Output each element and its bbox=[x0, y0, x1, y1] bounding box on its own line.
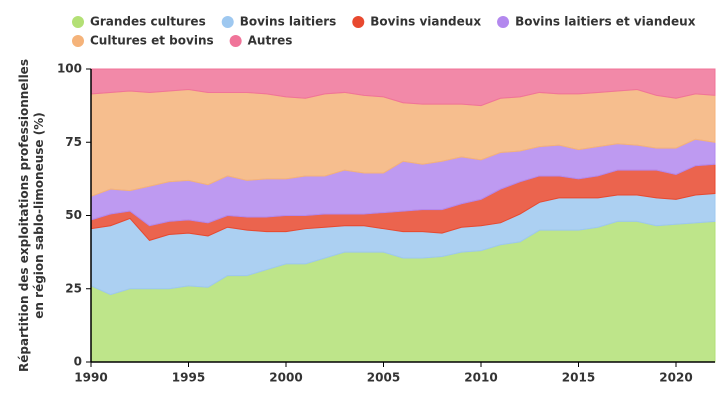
x-tick-label: 2020 bbox=[659, 371, 692, 385]
legend-marker bbox=[497, 16, 510, 28]
legend-marker bbox=[72, 35, 84, 47]
y-tick-label: 0 bbox=[74, 355, 82, 369]
legend-label: Bovins laitiers bbox=[240, 15, 337, 29]
legend-label: Bovins laitiers et viandeux bbox=[515, 15, 696, 29]
legend-label: Autres bbox=[248, 34, 293, 48]
legend-marker bbox=[72, 16, 84, 28]
y-tick-label: 100 bbox=[57, 62, 82, 76]
y-axis-label-line: en région sablo-limoneuse (%) bbox=[32, 112, 46, 318]
x-tick-label: 2005 bbox=[367, 371, 400, 385]
y-axis-label: Répartition des exploitations profession… bbox=[17, 59, 46, 372]
x-tick-label: 2010 bbox=[464, 371, 497, 385]
legend-label: Bovins viandeux bbox=[370, 15, 481, 29]
x-tick-label: 2000 bbox=[269, 371, 302, 385]
x-tick-label: 1995 bbox=[172, 371, 205, 385]
y-tick-label: 75 bbox=[65, 135, 82, 149]
y-tick-label: 50 bbox=[65, 208, 82, 222]
x-tick-label: 2015 bbox=[562, 371, 595, 385]
x-tick-label: 1990 bbox=[74, 371, 107, 385]
legend-marker bbox=[229, 35, 242, 47]
legend-label: Cultures et bovins bbox=[90, 34, 214, 48]
area bbox=[90, 68, 716, 107]
legend-marker bbox=[352, 16, 365, 28]
legend-label: Grandes cultures bbox=[90, 15, 206, 29]
y-axis-label-line: Répartition des exploitations profession… bbox=[17, 59, 31, 372]
y-tick-label: 25 bbox=[65, 281, 82, 295]
legend-marker bbox=[221, 16, 234, 28]
